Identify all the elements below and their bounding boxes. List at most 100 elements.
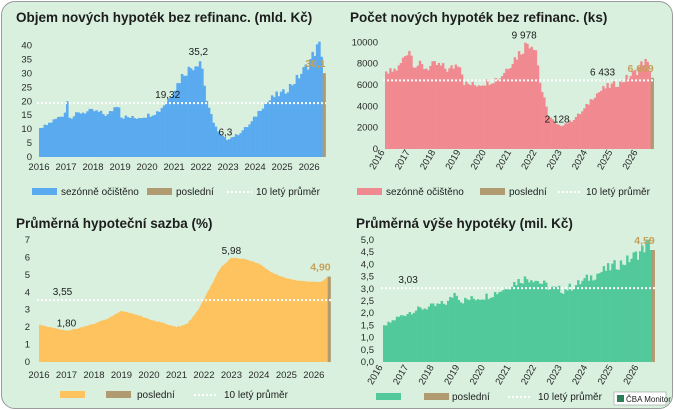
bar	[545, 106, 548, 149]
x-tick-label: 2019	[109, 162, 130, 173]
bar	[471, 81, 474, 149]
bar	[95, 110, 98, 157]
average-value-label: 19,32	[155, 90, 180, 101]
y-tick-label: 5,0	[361, 235, 374, 246]
bar	[560, 292, 563, 362]
y-tick-label: 10	[21, 124, 32, 135]
bar	[504, 287, 507, 362]
data-annotation: 9 978	[512, 31, 537, 42]
x-tick-label: 2021	[494, 148, 514, 172]
bar	[592, 280, 595, 362]
bar	[223, 137, 227, 157]
bar	[196, 66, 200, 157]
bar	[59, 116, 62, 157]
bar	[151, 115, 155, 157]
bar	[463, 85, 466, 149]
bar	[418, 60, 422, 149]
bar	[442, 303, 446, 362]
bar	[630, 258, 633, 362]
bar	[183, 75, 186, 157]
bar	[636, 259, 640, 362]
y-tick-label: 0	[25, 357, 30, 368]
bar	[313, 55, 317, 157]
bar	[506, 289, 510, 362]
bar	[623, 82, 626, 149]
bar	[547, 289, 550, 362]
area-fill	[39, 257, 328, 362]
bar	[638, 66, 641, 149]
bar	[257, 110, 260, 157]
bar	[212, 122, 215, 157]
x-tick-label: 2017	[55, 162, 76, 173]
bar	[628, 262, 631, 362]
bar	[273, 97, 276, 157]
y-tick-label: 4,5	[361, 247, 374, 258]
bar	[185, 75, 188, 157]
bar	[57, 116, 60, 157]
bar	[541, 91, 544, 149]
x-tick-label: 2023	[218, 162, 239, 173]
bar	[585, 274, 589, 362]
chart-legend: sezónně očištěno poslední 10 letý průměr	[357, 186, 651, 198]
bar	[385, 325, 388, 362]
legend-label-last: poslední	[452, 392, 490, 403]
bar	[472, 298, 475, 362]
bar	[158, 111, 161, 157]
bar	[230, 137, 233, 157]
bar	[194, 66, 197, 157]
bar	[562, 125, 565, 149]
bar	[453, 292, 456, 362]
bar	[393, 68, 396, 149]
last-value-label: 4,59	[634, 235, 655, 247]
bar	[498, 292, 501, 362]
bar	[167, 98, 170, 157]
bar	[52, 119, 56, 157]
bar	[509, 67, 512, 149]
x-tick-label: 2023	[545, 363, 565, 387]
y-tick-label: 2,5	[361, 296, 374, 307]
bar	[410, 55, 413, 149]
bar	[306, 69, 310, 157]
bar	[600, 272, 603, 362]
area-series	[39, 257, 331, 362]
bar	[500, 291, 503, 362]
y-tick-label: 25	[21, 82, 32, 93]
bar	[634, 251, 638, 362]
bar	[485, 293, 488, 362]
bar	[644, 58, 647, 149]
bar	[515, 285, 518, 362]
bar	[383, 325, 386, 362]
y-tick-label: 4,0	[361, 259, 374, 270]
bar	[410, 314, 414, 362]
bar	[477, 85, 481, 149]
bar	[490, 83, 493, 149]
bar	[570, 290, 574, 362]
bar	[475, 86, 479, 149]
bar	[583, 278, 586, 362]
bar	[450, 65, 453, 149]
bar	[593, 97, 597, 149]
y-tick-label: 7	[25, 235, 30, 246]
bar	[564, 289, 567, 362]
legend-label-avg: 10 letý průměr	[256, 186, 321, 198]
bar	[41, 127, 44, 157]
bar	[461, 303, 465, 362]
chart-title: Objem nových hypoték bez refinanc. (mld.…	[16, 10, 312, 25]
bar	[530, 280, 533, 362]
x-tick-label: 2017	[393, 148, 413, 172]
bar	[579, 284, 582, 362]
y-tick-label: 3,5	[361, 272, 374, 283]
bar	[478, 299, 482, 362]
bar	[528, 282, 531, 362]
bar	[455, 295, 458, 362]
bar	[532, 282, 535, 362]
legend-label-avg: 10 letý průměr	[586, 186, 651, 198]
legend-swatch-seasonal	[357, 188, 382, 195]
x-tick-label: 2020	[136, 162, 157, 173]
bar	[498, 78, 502, 149]
bar	[198, 61, 202, 157]
bar	[391, 320, 394, 362]
bar	[225, 140, 229, 157]
bar	[549, 117, 552, 149]
